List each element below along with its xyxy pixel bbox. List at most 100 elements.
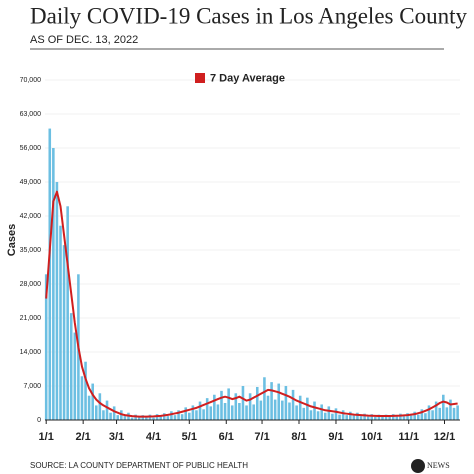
- bar: [152, 417, 155, 420]
- bar: [416, 414, 420, 420]
- x-tick-label: 10/1: [361, 431, 382, 443]
- bar: [227, 388, 230, 420]
- y-tick-label: 56,000: [20, 145, 42, 152]
- bar: [356, 412, 359, 420]
- bar: [370, 414, 374, 420]
- bar: [105, 400, 109, 420]
- bar: [399, 413, 402, 420]
- x-tick-label: 7/1: [254, 431, 269, 443]
- bar: [363, 413, 366, 420]
- bar: [298, 395, 302, 420]
- bar: [55, 182, 59, 420]
- bar: [381, 416, 384, 420]
- bar: [62, 245, 66, 420]
- bar: [159, 416, 162, 420]
- bar: [180, 414, 184, 420]
- bar: [434, 401, 438, 420]
- bar: [73, 332, 77, 420]
- x-tick-label: 1/1: [39, 431, 54, 443]
- legend-label: 7 Day Average: [210, 72, 285, 84]
- bar: [98, 393, 102, 420]
- bar: [306, 397, 309, 420]
- bar: [327, 406, 331, 420]
- x-tick-label: 8/1: [291, 431, 306, 443]
- bar: [427, 405, 431, 420]
- bar: [313, 401, 316, 420]
- bar: [137, 417, 141, 420]
- bar: [291, 389, 295, 420]
- bar: [223, 403, 227, 420]
- bar: [191, 405, 195, 420]
- y-tick-label: 42,000: [20, 213, 42, 220]
- y-tick-label: 49,000: [20, 179, 42, 186]
- bar: [413, 411, 416, 420]
- bar: [438, 407, 442, 420]
- chart-title: Daily COVID-19 Cases in Los Angeles Coun…: [30, 3, 467, 28]
- y-tick-label: 70,000: [20, 77, 42, 84]
- bar: [288, 402, 291, 420]
- bar: [252, 404, 255, 420]
- bar: [248, 393, 252, 420]
- y-tick-label: 28,000: [20, 281, 42, 288]
- x-tick-label: 12/1: [434, 431, 455, 443]
- bar: [130, 417, 134, 420]
- bar: [259, 400, 263, 420]
- bar: [145, 417, 148, 420]
- bar: [295, 405, 298, 420]
- logo-text: abc: [414, 463, 423, 469]
- bar: [245, 405, 248, 420]
- bar: [188, 412, 191, 420]
- x-tick-label: 2/1: [76, 431, 91, 443]
- bar: [341, 410, 345, 420]
- bar: [112, 406, 116, 420]
- chart-subtitle: AS OF DEC. 13, 2022: [30, 34, 138, 46]
- bar: [195, 410, 198, 420]
- bar: [80, 376, 84, 420]
- bar: [420, 409, 424, 420]
- bar: [184, 407, 188, 420]
- bar: [374, 416, 377, 420]
- bar: [102, 410, 105, 420]
- bar: [94, 405, 98, 420]
- logo-label: NEWS: [427, 461, 450, 470]
- bar: [320, 404, 323, 420]
- bar: [238, 403, 241, 420]
- bar: [331, 413, 334, 420]
- bar: [44, 274, 48, 420]
- bar: [359, 416, 363, 420]
- bar: [431, 410, 434, 420]
- bar: [424, 413, 427, 420]
- bar: [377, 414, 381, 420]
- bar: [284, 386, 288, 420]
- bar: [345, 415, 348, 420]
- y-tick-label: 21,000: [20, 315, 42, 322]
- bar: [270, 382, 273, 420]
- bar: [323, 412, 327, 420]
- bar: [277, 383, 281, 420]
- bar: [198, 401, 202, 420]
- bar: [388, 416, 391, 420]
- y-tick-label: 7,000: [23, 383, 41, 390]
- bar: [241, 386, 245, 420]
- legend-swatch: [195, 73, 205, 83]
- bar: [116, 415, 120, 420]
- bar: [391, 414, 395, 420]
- bar: [91, 383, 94, 420]
- bar: [66, 206, 69, 420]
- x-tick-label: 11/1: [398, 431, 419, 443]
- bar: [166, 416, 170, 420]
- bar: [59, 225, 62, 420]
- bar: [449, 399, 452, 420]
- average-line: [45, 190, 458, 418]
- bar: [109, 412, 112, 420]
- bar: [205, 398, 209, 420]
- bar: [162, 413, 166, 420]
- bar: [402, 416, 406, 420]
- bar: [69, 313, 73, 420]
- bar: [173, 415, 177, 420]
- y-tick-label: 35,000: [20, 247, 42, 254]
- bar: [456, 405, 459, 420]
- bar: [52, 148, 55, 420]
- bar: [209, 406, 213, 420]
